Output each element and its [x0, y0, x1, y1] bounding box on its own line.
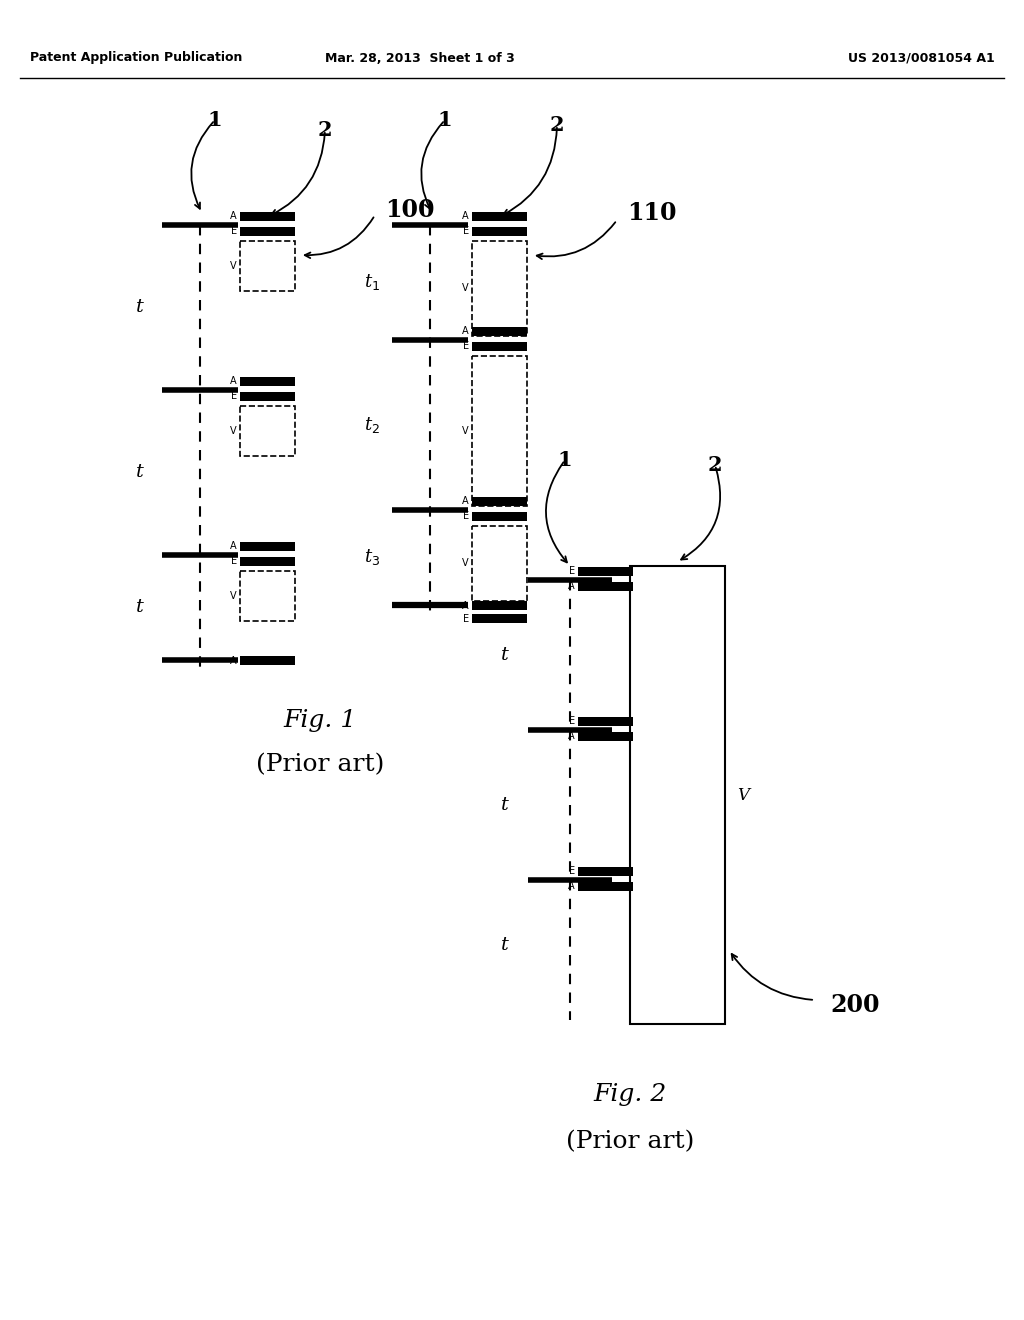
Bar [240, 543, 295, 550]
Text: A: A [568, 731, 575, 741]
Bar [240, 242, 295, 290]
Text: t$_1$: t$_1$ [364, 272, 380, 292]
Bar [578, 717, 633, 726]
Text: Fig. 1: Fig. 1 [284, 709, 356, 731]
Text: (Prior art): (Prior art) [256, 754, 384, 776]
Text: V: V [737, 787, 749, 804]
Text: E: E [569, 566, 575, 576]
Bar [578, 882, 633, 891]
Bar [578, 582, 633, 591]
Bar [630, 566, 725, 1024]
Text: V: V [463, 426, 469, 436]
Bar [472, 342, 527, 351]
Text: t: t [136, 598, 144, 616]
Bar [472, 327, 527, 337]
Bar [240, 557, 295, 566]
Text: A: A [230, 376, 237, 385]
Bar [472, 356, 527, 506]
Bar [240, 378, 295, 385]
Text: E: E [569, 715, 575, 726]
Text: 1: 1 [437, 110, 453, 129]
Text: 2: 2 [708, 455, 722, 475]
Text: t$_3$: t$_3$ [364, 546, 380, 568]
Text: US 2013/0081054 A1: US 2013/0081054 A1 [848, 51, 995, 65]
Text: t: t [501, 936, 509, 954]
Text: A: A [568, 880, 575, 891]
Text: 200: 200 [830, 993, 880, 1016]
Text: A: A [230, 541, 237, 550]
Bar [578, 568, 633, 576]
Bar [240, 572, 295, 620]
Bar [472, 601, 527, 610]
Text: A: A [568, 581, 575, 591]
Text: 110: 110 [628, 201, 677, 224]
Text: t: t [501, 796, 509, 814]
Text: E: E [230, 226, 237, 236]
Text: E: E [463, 341, 469, 351]
Text: Patent Application Publication: Patent Application Publication [30, 51, 243, 65]
Bar [472, 498, 527, 506]
Text: E: E [230, 391, 237, 401]
Text: Fig. 2: Fig. 2 [593, 1084, 667, 1106]
Text: V: V [230, 261, 237, 271]
Text: 1: 1 [558, 450, 572, 470]
Bar [472, 213, 527, 220]
Text: V: V [230, 591, 237, 601]
Text: A: A [463, 211, 469, 220]
Text: 2: 2 [317, 120, 333, 140]
Text: V: V [463, 558, 469, 568]
Text: (Prior art): (Prior art) [566, 1130, 694, 1154]
Text: Mar. 28, 2013  Sheet 1 of 3: Mar. 28, 2013 Sheet 1 of 3 [326, 51, 515, 65]
Text: E: E [569, 866, 575, 876]
Bar [240, 213, 295, 220]
Text: V: V [230, 426, 237, 436]
Text: 100: 100 [385, 198, 435, 222]
Text: A: A [463, 601, 469, 611]
Text: E: E [463, 226, 469, 236]
Bar [472, 614, 527, 623]
Bar [472, 227, 527, 236]
Text: E: E [463, 614, 469, 624]
Bar [578, 733, 633, 741]
Text: 2: 2 [550, 115, 564, 135]
Text: E: E [463, 511, 469, 521]
Text: A: A [230, 656, 237, 667]
Bar [240, 227, 295, 236]
Bar [240, 392, 295, 401]
Text: A: A [230, 211, 237, 220]
Text: t: t [136, 463, 144, 480]
Text: A: A [463, 326, 469, 337]
Text: t: t [501, 645, 509, 664]
Bar [472, 242, 527, 337]
Bar [472, 512, 527, 521]
Text: A: A [463, 496, 469, 506]
Text: V: V [463, 282, 469, 293]
Bar [240, 407, 295, 455]
Text: E: E [230, 556, 237, 566]
Bar [240, 656, 295, 665]
Bar [578, 867, 633, 876]
Text: t: t [136, 298, 144, 315]
Text: 1: 1 [208, 110, 222, 129]
Text: t$_2$: t$_2$ [364, 414, 380, 436]
Bar [472, 525, 527, 601]
